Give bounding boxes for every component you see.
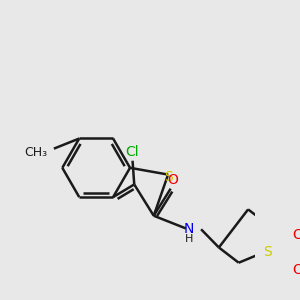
Text: O: O <box>167 173 178 187</box>
Text: S: S <box>165 170 173 184</box>
Text: Cl: Cl <box>126 145 140 159</box>
Text: H: H <box>185 234 194 244</box>
Text: O: O <box>292 228 300 242</box>
Text: S: S <box>263 244 272 259</box>
Text: CH₃: CH₃ <box>24 146 47 158</box>
Text: O: O <box>292 263 300 277</box>
Text: N: N <box>184 222 194 236</box>
